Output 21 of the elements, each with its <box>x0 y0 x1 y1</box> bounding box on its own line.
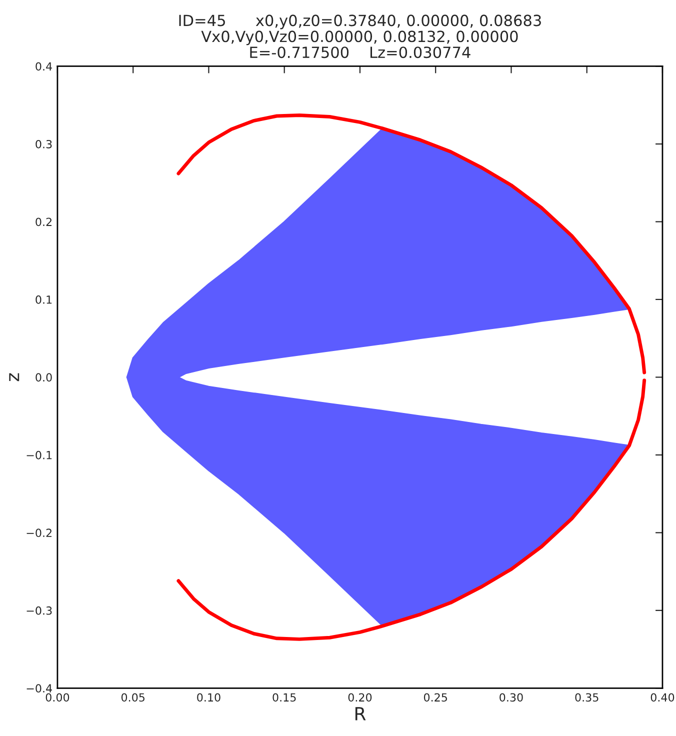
x-tick-label: 0.10 <box>197 693 220 702</box>
y-tick-label: 0.4 <box>36 62 52 71</box>
y-tick-label: 0.0 <box>36 373 52 382</box>
x-tick-label: 0.40 <box>650 693 674 702</box>
y-tick-label: −0.2 <box>26 528 52 538</box>
y-tick-label: −0.1 <box>26 450 52 460</box>
y-tick-label: 0.3 <box>36 140 52 148</box>
x-tick-label: 0.30 <box>500 693 523 702</box>
y-tick-label: −0.3 <box>26 606 52 615</box>
chart-title: ID=45 x0,y0,z0=0.37840, 0.00000, 0.08683 Vx0,Vy0,Vz0=0.00000, 0.08132, 0.00000 E=-0.717500 Lz=0.030774 <box>179 14 541 58</box>
x-tick-label: 0.20 <box>348 693 372 702</box>
y-tick-label: 0.2 <box>36 218 52 226</box>
x-tick-label: 0.25 <box>424 693 447 702</box>
y-tick-label: 0.1 <box>36 295 52 304</box>
x-tick-label: 0.05 <box>121 693 144 702</box>
x-axis-title: R <box>355 707 366 720</box>
x-tick-label: 0.00 <box>46 693 70 702</box>
y-tick-label: −0.4 <box>26 684 52 693</box>
x-tick-label: 0.15 <box>272 693 296 702</box>
x-tick-label: 0.35 <box>575 693 598 702</box>
y-axis-title: z <box>9 373 20 382</box>
